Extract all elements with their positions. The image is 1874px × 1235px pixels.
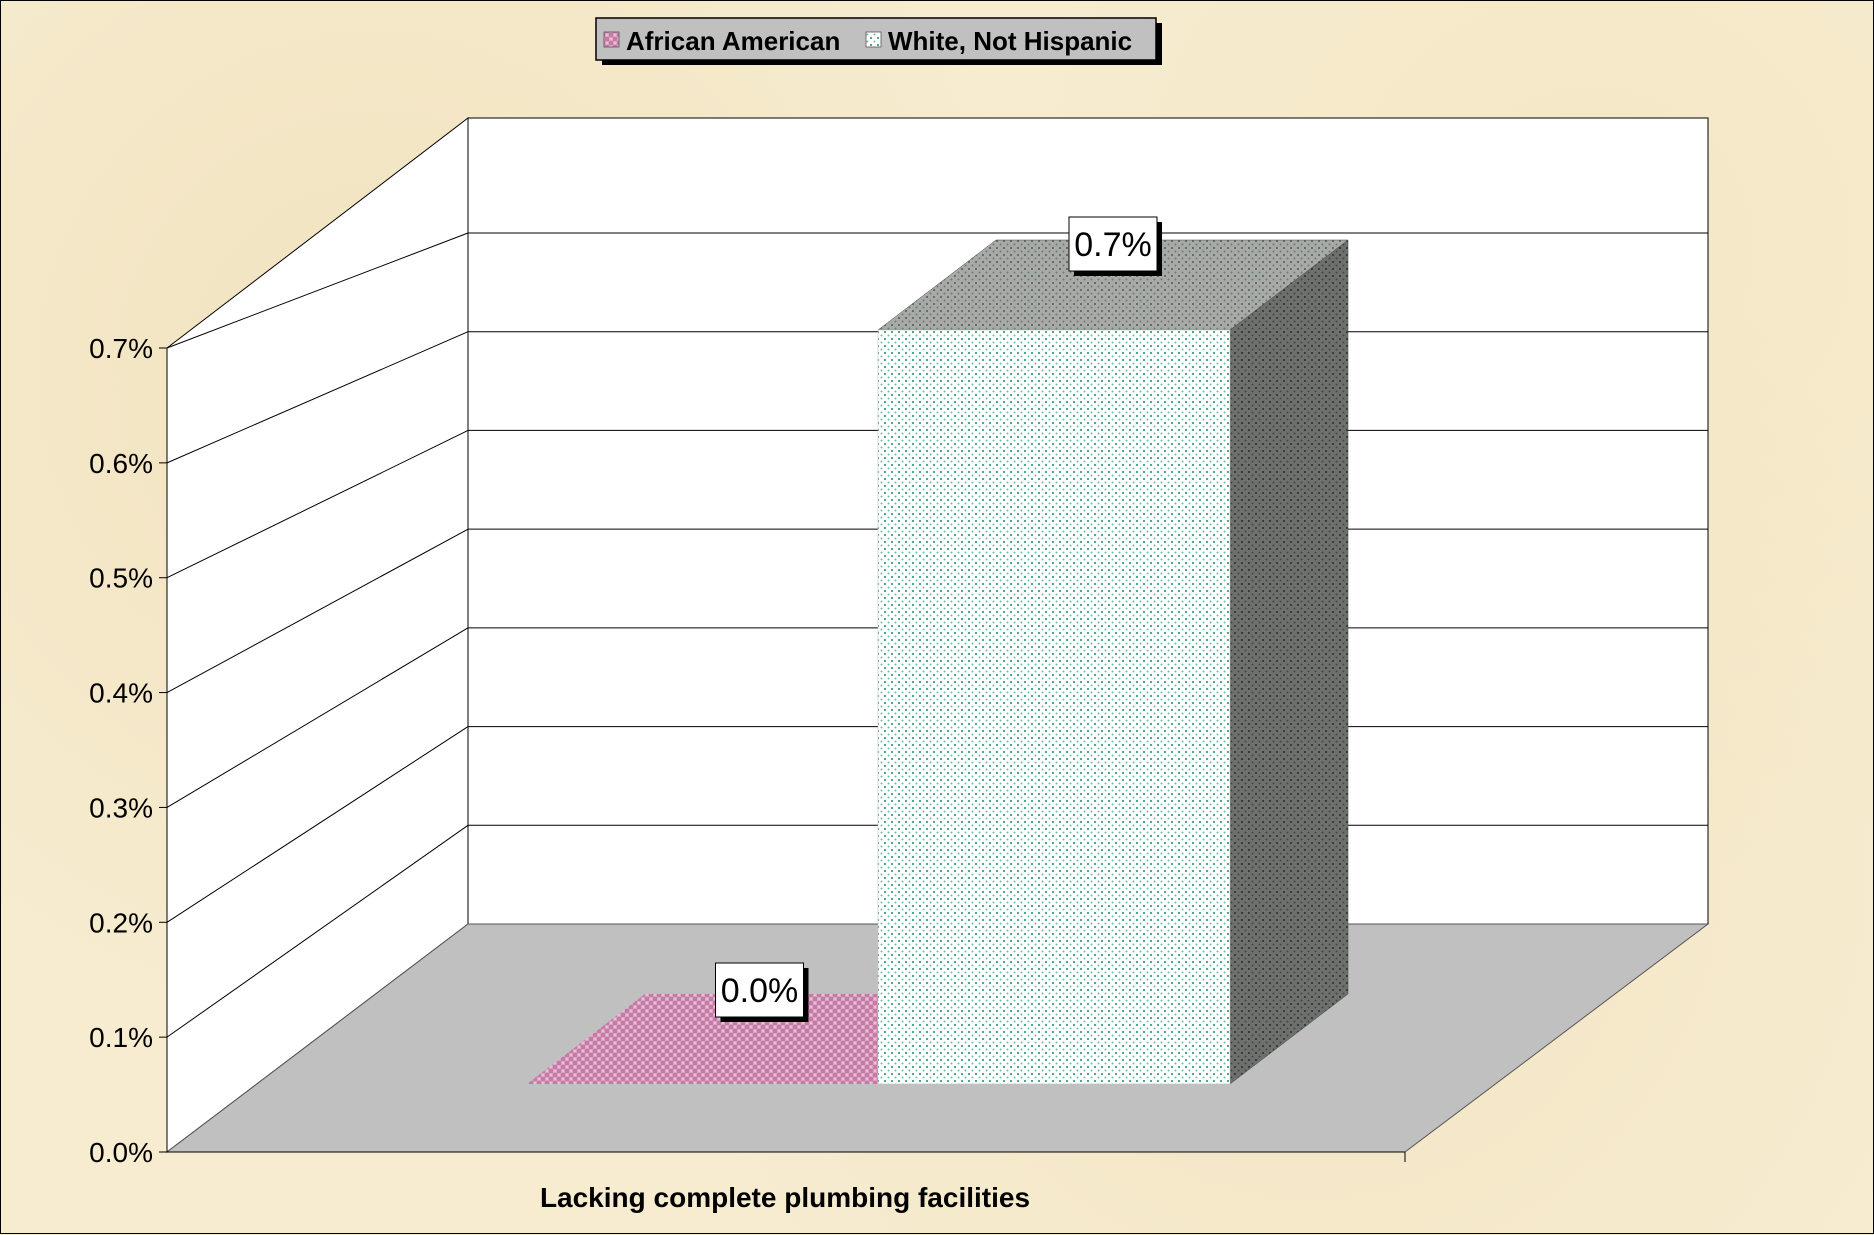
legend-swatch-white-not-hispanic [865,31,882,48]
bars [527,239,1349,1085]
gridline-side [166,824,469,1038]
legend: African American White, Not Hispanic [595,17,1162,65]
data-label-box [1068,216,1158,272]
y-tick-label: 0.5% [89,563,153,594]
y-tick-label: 0.7% [89,333,153,364]
data-label-african-american: 0.0% [721,972,799,1010]
category-label: Lacking complete plumbing facilities [540,1182,1030,1213]
bar-white-not-hispanic-side [1229,239,1349,1085]
data-labels: 0.0% 0.7% [715,216,1162,1022]
gridline-side [166,331,469,464]
gridline-side [166,726,469,923]
y-axis-ticks: 0.0% 0.1% 0.2% 0.3% 0.4% 0.5% 0.6% 0.7% [89,333,1406,1168]
legend-label-white-not-hispanic: White, Not Hispanic [888,26,1132,56]
bar-white-not-hispanic-front [877,329,1231,1085]
y-tick-label: 0.1% [89,1022,153,1053]
data-label-white-not-hispanic: 0.7% [1074,226,1152,264]
gridline-side [166,429,469,579]
y-tick-label: 0.6% [89,448,153,479]
data-label-box [715,962,804,1018]
y-tick-label: 0.2% [89,907,153,938]
gridline-side [166,627,469,808]
y-tick-label: 0.4% [89,678,153,709]
y-tick-label: 0.0% [89,1137,153,1168]
gridline-side [166,232,469,349]
gridline-side [166,528,469,694]
y-tick-label: 0.3% [89,792,153,823]
legend-label-african-american: African American [626,26,840,56]
legend-swatch-african-american [603,31,620,48]
